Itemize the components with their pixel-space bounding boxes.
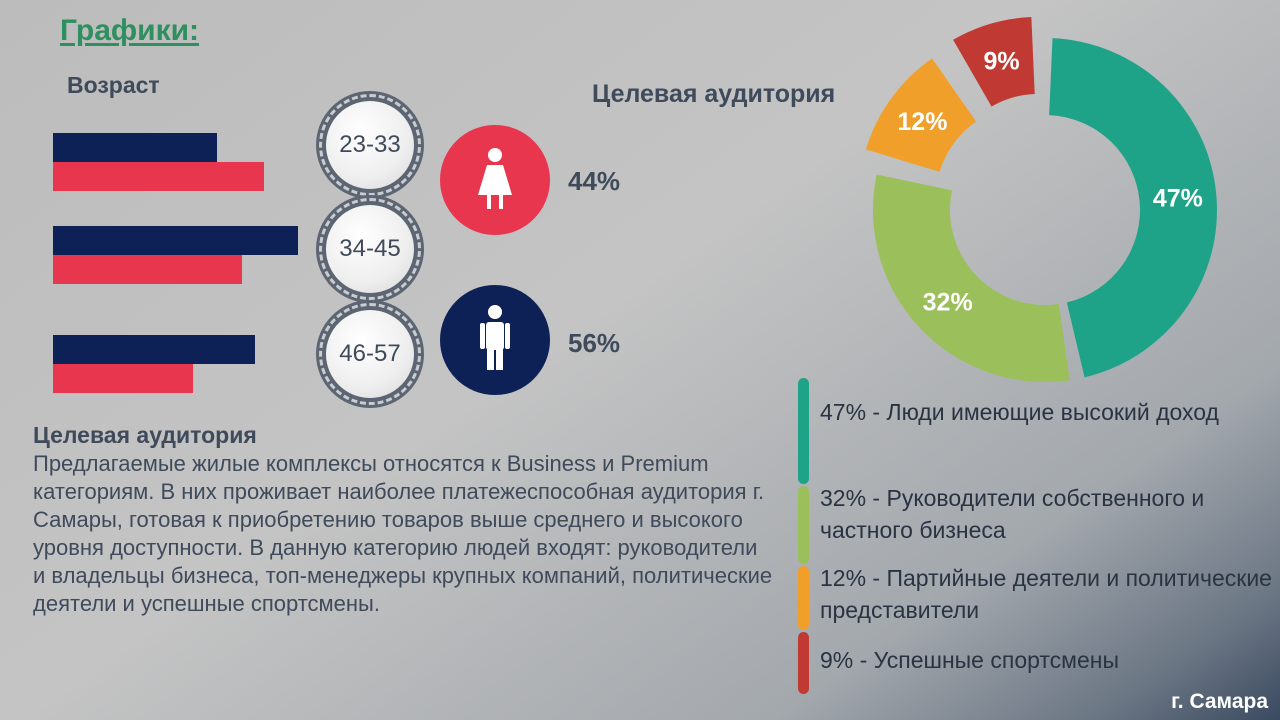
- donut-slice: [1049, 38, 1217, 378]
- age-bar: [53, 255, 243, 284]
- legend-swatch: [798, 486, 809, 564]
- donut-slice-label: 12%: [897, 108, 947, 136]
- age-section-label: Возраст: [67, 72, 160, 98]
- legend-swatch: [798, 566, 809, 630]
- female-icon: [478, 148, 512, 209]
- age-group-label: 34-45: [326, 205, 414, 293]
- legend-item: 32% - Руководители собственного и частно…: [820, 485, 1205, 543]
- legend-item: 12% - Партийные деятели и политические п…: [820, 565, 1272, 623]
- male-badge: [440, 285, 550, 395]
- legend-item: 47% - Люди имеющие высокий доход: [820, 399, 1219, 425]
- age-bar: [53, 364, 193, 393]
- description-text: Предлагаемые жилые комплексы относятся к…: [33, 451, 773, 616]
- age-bar: [53, 335, 255, 364]
- age-bar: [53, 226, 298, 255]
- age-group-badge: 23-33: [316, 91, 424, 199]
- male-percent: 56%: [568, 328, 621, 358]
- legend-item: 9% - Успешные спортсмены: [820, 647, 1120, 673]
- donut-slice: [953, 17, 1035, 107]
- description-block: Целевая аудитория Предлагаемые жилые ком…: [33, 420, 773, 618]
- page-title: Графики:: [60, 14, 200, 47]
- female-badge: [440, 125, 550, 235]
- donut-slice-label: 32%: [923, 288, 973, 316]
- age-group-label: 46-57: [326, 310, 414, 398]
- age-bar: [53, 162, 264, 191]
- legend-swatch: [798, 632, 809, 694]
- female-percent: 44%: [568, 166, 621, 196]
- donut-slice: [865, 58, 977, 172]
- donut-slice-label: 47%: [1153, 184, 1203, 212]
- age-group-badge: 34-45: [316, 195, 424, 303]
- audience-chart-title: Целевая аудитория: [592, 80, 836, 108]
- age-bar: [53, 133, 218, 162]
- description-title: Целевая аудитория: [33, 422, 257, 448]
- legend-swatch: [798, 378, 809, 484]
- male-icon: [480, 305, 510, 370]
- city-label: г. Самара: [1171, 690, 1268, 713]
- donut-slice-label: 9%: [984, 48, 1020, 76]
- audience-donut-chart: 47% 32% 12% 9%: [865, 17, 1217, 382]
- donut-slice: [873, 174, 1070, 382]
- age-group-label: 23-33: [326, 101, 414, 189]
- age-group-badge: 46-57: [316, 300, 424, 408]
